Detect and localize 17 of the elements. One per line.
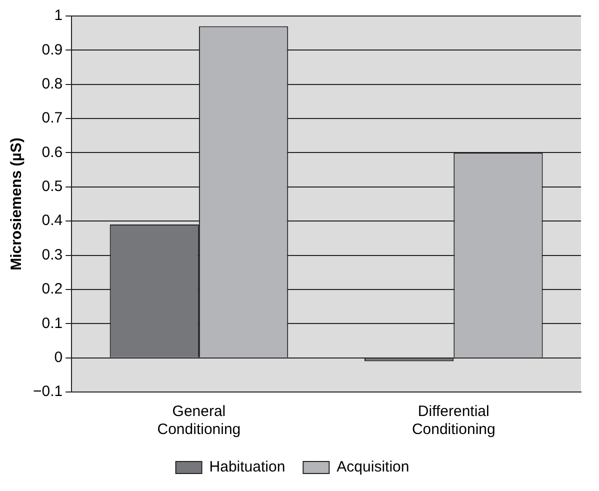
- y-tick-label: 0: [54, 348, 63, 366]
- y-tick-label: 0.2: [42, 280, 63, 298]
- y-tick-label: −0.1: [32, 383, 63, 400]
- y-tick-label: 0.6: [42, 144, 63, 161]
- legend-label: Habituation: [209, 458, 286, 476]
- y-tick-label: 0.8: [42, 76, 63, 93]
- x-tick-label: Differential Conditioning: [412, 403, 496, 438]
- y-tick-label: 0.1: [42, 314, 63, 332]
- y-tick-label: 1: [54, 7, 63, 24]
- y-axis-title: Microsiemens (µS): [8, 138, 26, 270]
- y-tick-label: 0.3: [42, 246, 63, 264]
- y-tick-label: 0.5: [42, 178, 63, 196]
- y-tick-label: 0.9: [42, 41, 63, 58]
- y-tick-label: 0.4: [42, 212, 63, 230]
- x-tick-label: General Conditioning: [157, 403, 241, 438]
- legend-label: Acquisition: [336, 458, 410, 476]
- y-tick-label: 0.7: [42, 110, 63, 127]
